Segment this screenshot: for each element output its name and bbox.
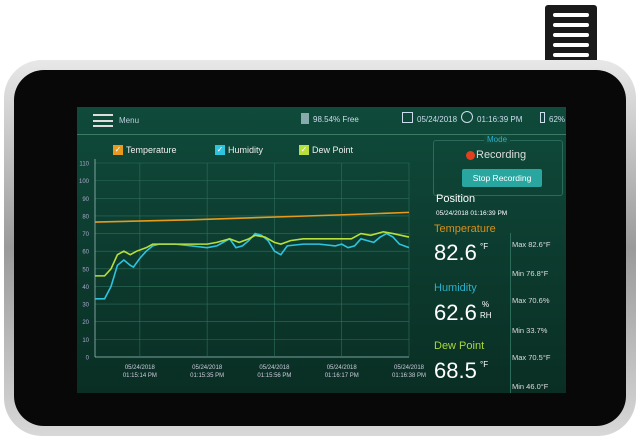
series-dew-point-line bbox=[95, 230, 410, 277]
y-tick-label: 100 bbox=[79, 179, 90, 185]
y-tick-label: 10 bbox=[82, 338, 89, 344]
mode-title: Mode bbox=[484, 135, 511, 144]
dew-point-min: Min 46.0°F bbox=[512, 382, 549, 391]
recording-status: Recording bbox=[476, 149, 527, 161]
x-tick-date: 05/24/2018 bbox=[259, 365, 290, 371]
humidity-min: Min 33.7% bbox=[512, 326, 548, 335]
series-humidity-line bbox=[95, 232, 410, 300]
y-tick-label: 20 bbox=[82, 320, 89, 326]
x-tick-time: 01:15:56 PM bbox=[257, 373, 291, 379]
x-tick-time: 01:15:14 PM bbox=[123, 373, 157, 379]
storage-free: 98.54% Free bbox=[313, 115, 359, 124]
series-temperature-line bbox=[94, 211, 410, 223]
temperature-value: 82.6 bbox=[434, 240, 477, 265]
checkbox-icon[interactable]: ✓ bbox=[299, 145, 309, 155]
calendar-icon bbox=[402, 112, 413, 123]
time-display: 01:16:39 PM bbox=[477, 115, 523, 124]
menu-label[interactable]: Menu bbox=[119, 116, 140, 125]
line-chart: 0 10 20 30 40 50 60 70 80 90 100 110 05/24/2018 01:15… bbox=[79, 159, 426, 379]
x-tick-date: 05/24/2018 bbox=[394, 365, 425, 371]
checkbox-icon[interactable]: ✓ bbox=[215, 145, 225, 155]
legend-dew-point[interactable]: ✓ Dew Point bbox=[299, 145, 354, 155]
checkbox-icon[interactable]: ✓ bbox=[113, 145, 123, 155]
x-tick-time: 01:16:38 PM bbox=[392, 373, 426, 379]
screen: Menu 98.54% Free 05/24/2018 01:16:39 PM … bbox=[77, 107, 566, 393]
y-tick-label: 70 bbox=[82, 232, 89, 238]
mode-box: Mode Recording Stop Recording bbox=[433, 135, 563, 196]
x-tick-time: 01:16:17 PM bbox=[325, 373, 359, 379]
battery-level: 62% bbox=[549, 115, 566, 124]
y-tick-label: 90 bbox=[82, 197, 89, 203]
temperature-min: Min 76.8°F bbox=[512, 269, 549, 278]
menu-icon[interactable] bbox=[93, 114, 113, 127]
x-tick-date: 05/24/2018 bbox=[327, 365, 358, 371]
x-tick-time: 01:15:35 PM bbox=[190, 373, 224, 379]
y-tick-label: 0 bbox=[86, 356, 90, 362]
y-tick-label: 50 bbox=[82, 267, 89, 273]
temperature-unit: °F bbox=[480, 242, 489, 251]
legend-temperature[interactable]: ✓ Temperature bbox=[113, 145, 177, 155]
y-tick-label: 40 bbox=[82, 285, 89, 291]
legend-humidity[interactable]: ✓ Humidity bbox=[215, 145, 264, 155]
top-bar: Menu bbox=[77, 107, 566, 135]
humidity-label: Humidity bbox=[434, 282, 477, 294]
humidity-max: Max 70.6% bbox=[512, 296, 550, 305]
temperature-label: Temperature bbox=[434, 223, 496, 235]
position-timestamp: 05/24/2018 01:16:39 PM bbox=[436, 210, 508, 217]
humidity-value: 62.6 bbox=[434, 300, 477, 325]
y-tick-label: 30 bbox=[82, 303, 89, 309]
sensor-probe bbox=[545, 5, 597, 63]
date-display: 05/24/2018 bbox=[417, 115, 458, 124]
dew-point-max: Max 70.5°F bbox=[512, 353, 551, 362]
y-tick-label: 110 bbox=[79, 162, 89, 168]
humidity-unit-rh: RH bbox=[480, 311, 492, 320]
temperature-max: Max 82.6°F bbox=[512, 240, 551, 249]
stop-recording-button[interactable]: Stop Recording bbox=[462, 169, 542, 187]
clock-icon bbox=[461, 111, 473, 123]
x-tick-date: 05/24/2018 bbox=[125, 365, 156, 371]
y-tick-label: 60 bbox=[82, 250, 89, 256]
record-icon bbox=[466, 151, 475, 160]
dew-point-unit: °F bbox=[480, 360, 489, 369]
battery-icon bbox=[540, 112, 545, 123]
y-tick-label: 80 bbox=[82, 214, 89, 220]
humidity-unit: % bbox=[482, 300, 490, 309]
x-tick-date: 05/24/2018 bbox=[192, 365, 223, 371]
position-title: Position bbox=[436, 193, 476, 205]
dew-point-label: Dew Point bbox=[434, 340, 485, 352]
side-panel: Mode Recording Stop Recording Position 0… bbox=[430, 135, 566, 393]
dew-point-value: 68.5 bbox=[434, 358, 477, 383]
